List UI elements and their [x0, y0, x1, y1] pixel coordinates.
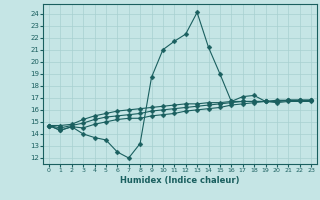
X-axis label: Humidex (Indice chaleur): Humidex (Indice chaleur)	[120, 176, 240, 185]
